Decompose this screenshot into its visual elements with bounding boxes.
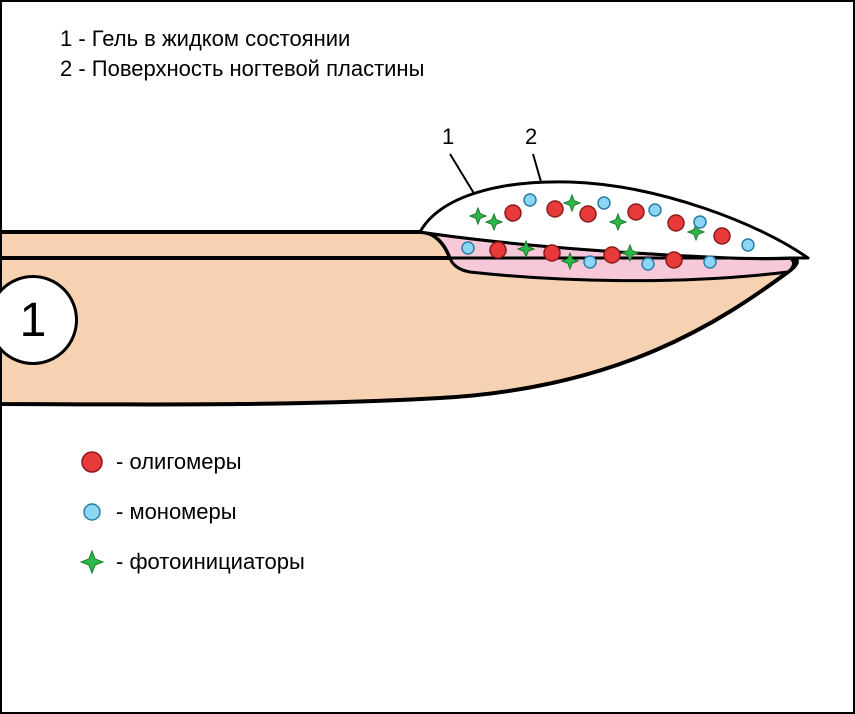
legend-row-oligomer: - олигомеры: [78, 448, 305, 476]
legend-row-monomer: - мономеры: [78, 498, 305, 526]
photoinitiator-icon: [78, 548, 106, 576]
legend-row-photoinitiator: - фотоинициаторы: [78, 548, 305, 576]
legend-label-photoinitiator: - фотоинициаторы: [116, 549, 305, 575]
legend-label-oligomer: - олигомеры: [116, 449, 242, 475]
oligomer-icon: [78, 448, 106, 476]
monomer-icon: [78, 498, 106, 526]
legend-label-monomer: - мономеры: [116, 499, 237, 525]
nail-diagram: [0, 0, 855, 714]
step-number: 1: [20, 293, 47, 348]
legend-bottom: - олигомеры - мономеры - фотоинициаторы: [78, 448, 305, 598]
